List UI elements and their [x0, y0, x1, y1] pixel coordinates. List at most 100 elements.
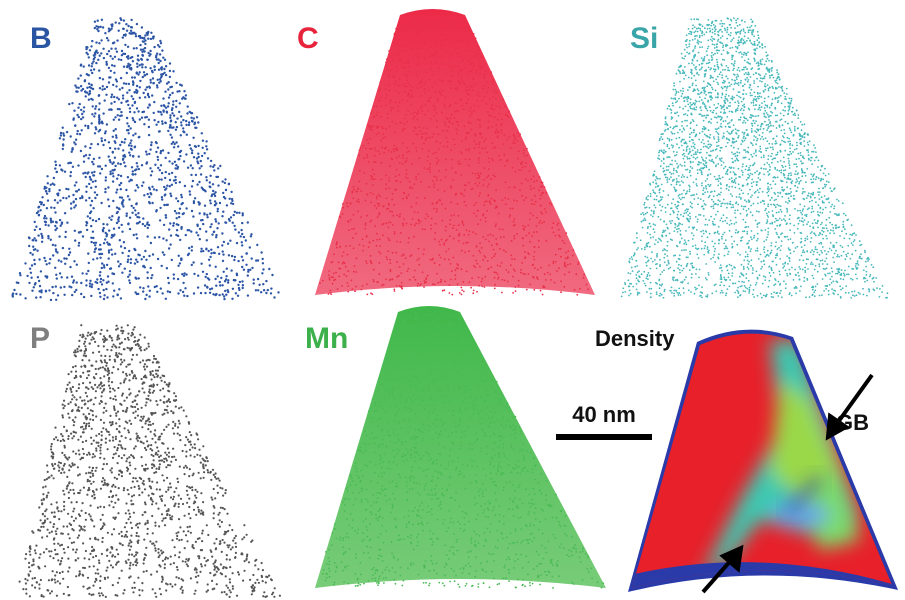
atom-dot [779, 284, 781, 286]
atom-dot [71, 151, 73, 153]
atom-dot [775, 82, 777, 84]
atom-dot [727, 248, 729, 250]
atom-dot [165, 65, 167, 67]
atom-dot [499, 248, 501, 250]
atom-dot [97, 26, 99, 28]
atom-dot [863, 294, 865, 296]
atom-dot [194, 197, 196, 199]
atom-dot [744, 106, 746, 108]
atom-dot [767, 158, 769, 160]
atom-dot [378, 132, 380, 134]
atom-dot [801, 175, 803, 177]
atom-dot [421, 148, 423, 150]
atom-dot [362, 285, 364, 287]
atom-dot [572, 249, 574, 251]
atom-dot [168, 247, 170, 249]
atom-dot [721, 43, 723, 45]
atom-dot [723, 214, 725, 216]
atom-dot [368, 246, 370, 248]
atom-dot [60, 168, 62, 170]
atom-dot [768, 211, 770, 213]
atom-dot [654, 171, 656, 173]
atom-dot [388, 70, 390, 72]
atom-dot [162, 97, 164, 99]
atom-dot [822, 238, 824, 240]
atom-dot [394, 189, 396, 191]
atom-dot [96, 52, 98, 54]
atom-dot [253, 279, 255, 281]
atom-dot [469, 30, 471, 32]
atom-dot [72, 119, 74, 121]
atom-dot [399, 266, 401, 268]
atom-dot [753, 153, 755, 155]
atom-dot [12, 292, 14, 294]
atom-dot [757, 138, 759, 140]
atom-dot [748, 79, 750, 81]
atom-dot [779, 218, 781, 220]
atom-dot [89, 154, 91, 156]
atom-dot [169, 179, 171, 181]
atom-dot [128, 132, 130, 134]
atom-dot [481, 137, 483, 139]
atom-dot [159, 53, 161, 55]
atom-dot [322, 280, 324, 282]
atom-dot [448, 120, 450, 122]
atom-dot [727, 27, 729, 29]
atom-dot [376, 233, 378, 235]
atom-dot [168, 282, 170, 284]
atom-dot [171, 162, 173, 164]
atom-dot [748, 158, 750, 160]
atom-dot [372, 184, 374, 186]
atom-dot [727, 100, 729, 102]
atom-dot [678, 147, 680, 149]
atom-dot [143, 256, 145, 258]
atom-dot [701, 141, 703, 143]
atom-dot [665, 211, 667, 213]
atom-dot [141, 63, 143, 65]
atom-dot [684, 279, 686, 281]
atom-dot [346, 275, 348, 277]
atom-dot [381, 126, 383, 128]
atom-dot [514, 286, 516, 288]
atom-dot [491, 244, 493, 246]
atom-dot [415, 176, 417, 178]
atom-dot [627, 279, 629, 281]
atom-dot [70, 135, 72, 137]
atom-dot [439, 22, 441, 24]
atom-dot [445, 226, 447, 228]
atom-dot [465, 89, 467, 91]
atom-dot [417, 48, 419, 50]
atom-dot [690, 201, 692, 203]
atom-dot [75, 139, 77, 141]
atom-dot [743, 30, 745, 32]
atom-dot [437, 201, 439, 203]
atom-dot [163, 254, 165, 256]
atom-dot [366, 294, 368, 296]
atom-dot [663, 221, 665, 223]
atom-dot [518, 280, 520, 282]
atom-dot [767, 231, 769, 233]
atom-dot [333, 273, 335, 275]
atom-dot [169, 125, 171, 127]
atom-dot [116, 189, 118, 191]
atom-dot [136, 23, 138, 25]
atom-dot [679, 269, 681, 271]
atom-dot [149, 79, 151, 81]
atom-dot [50, 218, 52, 220]
atom-dot [140, 49, 142, 51]
atom-dot [150, 267, 152, 269]
atom-dot [120, 297, 122, 299]
atom-dot [241, 266, 243, 268]
atom-dot [728, 189, 730, 191]
atom-dot [345, 245, 347, 247]
atom-dot [102, 112, 104, 114]
atom-dot [499, 265, 501, 267]
atom-dot [721, 77, 723, 79]
atom-dot [90, 45, 92, 47]
atom-dot [347, 254, 349, 256]
atom-dot [224, 197, 226, 199]
atom-dot [512, 208, 514, 210]
atom-dot [834, 253, 836, 255]
atom-dot [475, 135, 477, 137]
atom-dot [391, 199, 393, 201]
